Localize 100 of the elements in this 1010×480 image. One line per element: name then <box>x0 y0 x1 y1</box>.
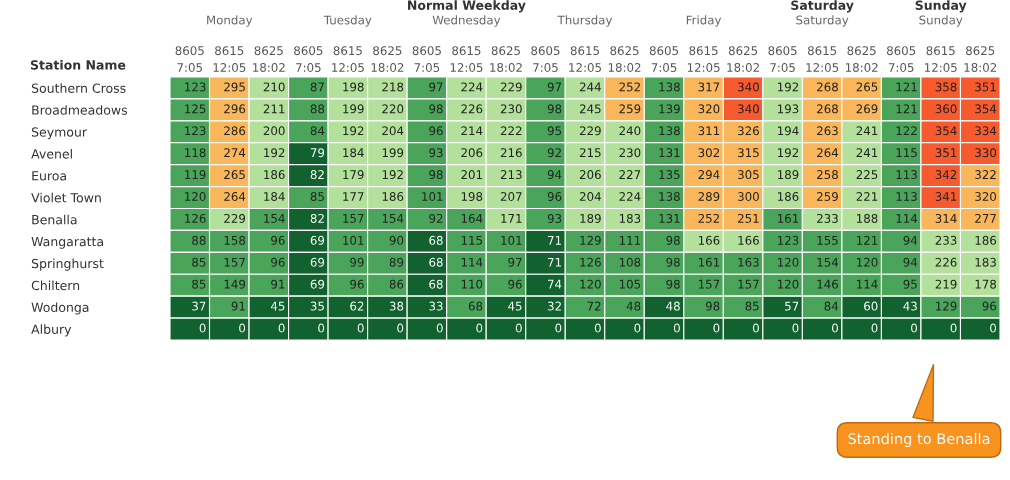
data-label: 158 <box>224 235 246 245</box>
data-label: 88 <box>310 104 325 114</box>
data-label: 186 <box>382 192 404 201</box>
data-label: 123 <box>777 235 799 245</box>
y-tick-label: Violet Town <box>31 192 101 203</box>
data-label: 120 <box>580 279 601 289</box>
data-label: 149 <box>224 279 246 289</box>
data-label: 93 <box>547 213 562 223</box>
data-label: 200 <box>263 126 285 136</box>
data-label: 198 <box>461 192 483 201</box>
data-label: 219 <box>935 279 957 289</box>
data-label: 94 <box>547 170 562 180</box>
data-label: 199 <box>343 104 364 114</box>
data-label: 91 <box>231 301 245 311</box>
data-label: 84 <box>824 301 839 311</box>
x-tick-label: 8625 18:02 <box>608 46 641 72</box>
data-label: 135 <box>659 170 680 180</box>
data-label: 62 <box>350 301 364 311</box>
data-label: 129 <box>936 301 957 311</box>
x-tick-label: 8615 12:05 <box>806 46 839 72</box>
data-label: 220 <box>382 104 404 114</box>
data-label: 96 <box>982 301 997 311</box>
data-label: 69 <box>310 279 325 289</box>
text: Saturday <box>796 15 849 27</box>
x-tick-label: 8615 12:05 <box>213 46 246 72</box>
data-label: 334 <box>975 126 997 136</box>
data-label: 0 <box>990 323 997 333</box>
data-label: 154 <box>817 257 839 267</box>
data-label: 183 <box>619 213 641 223</box>
data-label: 277 <box>975 213 996 223</box>
x-tick-label: 8625 18:02 <box>964 46 997 72</box>
data-label: 0 <box>871 323 878 333</box>
data-label: 358 <box>935 82 957 92</box>
data-label: 98 <box>429 170 443 180</box>
data-label: 82 <box>310 170 324 180</box>
data-label: 289 <box>698 192 720 201</box>
data-label: 118 <box>185 148 206 158</box>
data-label: 48 <box>666 301 680 311</box>
data-label: 92 <box>429 213 443 223</box>
data-label: 0 <box>634 323 641 333</box>
data-label: 206 <box>579 170 601 180</box>
data-label: 45 <box>270 301 285 311</box>
data-label: 0 <box>357 323 364 333</box>
data-label: 0 <box>397 323 404 333</box>
data-label: 252 <box>698 213 719 223</box>
data-label: 89 <box>389 257 404 267</box>
data-label: 92 <box>547 148 561 158</box>
data-label: 126 <box>580 257 601 267</box>
data-label: 166 <box>738 235 759 245</box>
data-label: 259 <box>817 192 838 201</box>
data-label: 157 <box>224 257 245 267</box>
data-label: 295 <box>224 82 245 92</box>
data-label: 224 <box>461 82 483 92</box>
data-label: 68 <box>429 235 443 245</box>
data-label: 146 <box>817 279 838 289</box>
data-label: 114 <box>896 214 918 223</box>
data-label: 192 <box>264 148 285 158</box>
data-label: 189 <box>777 170 799 180</box>
data-label: 125 <box>185 104 206 114</box>
data-label: 0 <box>318 323 325 333</box>
data-label: 0 <box>515 323 522 333</box>
data-label: 351 <box>975 82 996 92</box>
data-label: 97 <box>429 82 443 92</box>
data-label: 259 <box>619 104 641 114</box>
data-label: 111 <box>619 236 641 245</box>
data-label: 114 <box>461 257 483 267</box>
x-tick-label: 8605 7:05 <box>175 46 204 72</box>
data-label: 227 <box>619 170 641 179</box>
data-label: 85 <box>192 279 206 289</box>
y-tick-label: Broadmeadows <box>32 105 128 115</box>
y-tick-label: Euroa <box>32 171 66 181</box>
data-label: 186 <box>777 192 799 201</box>
x-tick-label: 8625 18:02 <box>727 46 759 72</box>
x-tick-label: 8605 7:05 <box>768 46 797 72</box>
data-label: 264 <box>817 148 839 158</box>
text: Saturday <box>791 0 854 13</box>
data-label: 164 <box>461 213 483 223</box>
data-label: 122 <box>896 126 917 136</box>
data-label: 326 <box>738 126 759 136</box>
data-label: 286 <box>224 126 246 136</box>
data-label: 192 <box>382 170 403 180</box>
data-label: 97 <box>508 257 522 267</box>
data-label: 226 <box>935 257 957 267</box>
data-label: 211 <box>263 104 285 114</box>
data-label: 300 <box>738 192 759 201</box>
y-tick-label: Springhurst <box>31 258 104 271</box>
data-label: 57 <box>785 301 799 311</box>
data-label: 96 <box>547 192 562 201</box>
text: Sunday <box>915 0 967 13</box>
data-label: 230 <box>619 148 641 158</box>
data-label: 120 <box>777 279 799 289</box>
data-label: 305 <box>738 170 759 180</box>
data-label: 184 <box>343 148 364 158</box>
data-label: 213 <box>500 170 522 180</box>
data-label: 171 <box>501 214 522 223</box>
text: Sunday <box>919 15 963 27</box>
data-label: 0 <box>673 323 680 333</box>
text: Wednesday <box>432 15 501 27</box>
text: Normal Weekday <box>408 0 526 13</box>
data-label: 129 <box>580 235 601 245</box>
